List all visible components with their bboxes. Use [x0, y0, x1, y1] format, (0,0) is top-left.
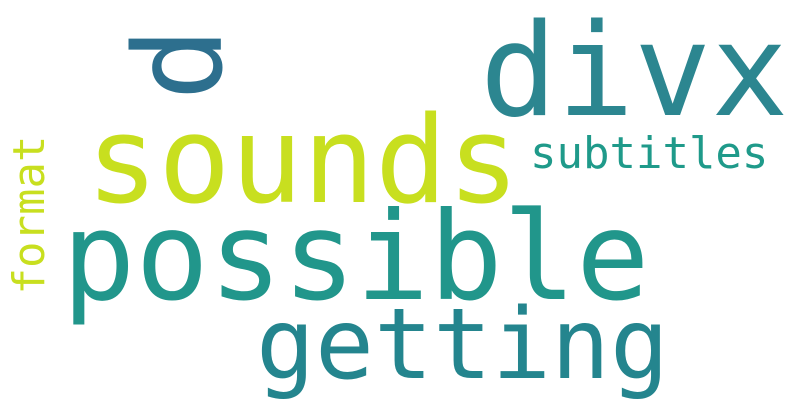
word-format: format: [4, 135, 55, 295]
word-p: p: [125, 27, 267, 101]
word-divx: divx: [480, 0, 789, 146]
word-subtitles: subtitles: [530, 128, 769, 179]
word-getting: getting: [256, 288, 670, 400]
word-possible: possible: [62, 186, 650, 328]
word-sounds: sounds: [86, 92, 520, 231]
